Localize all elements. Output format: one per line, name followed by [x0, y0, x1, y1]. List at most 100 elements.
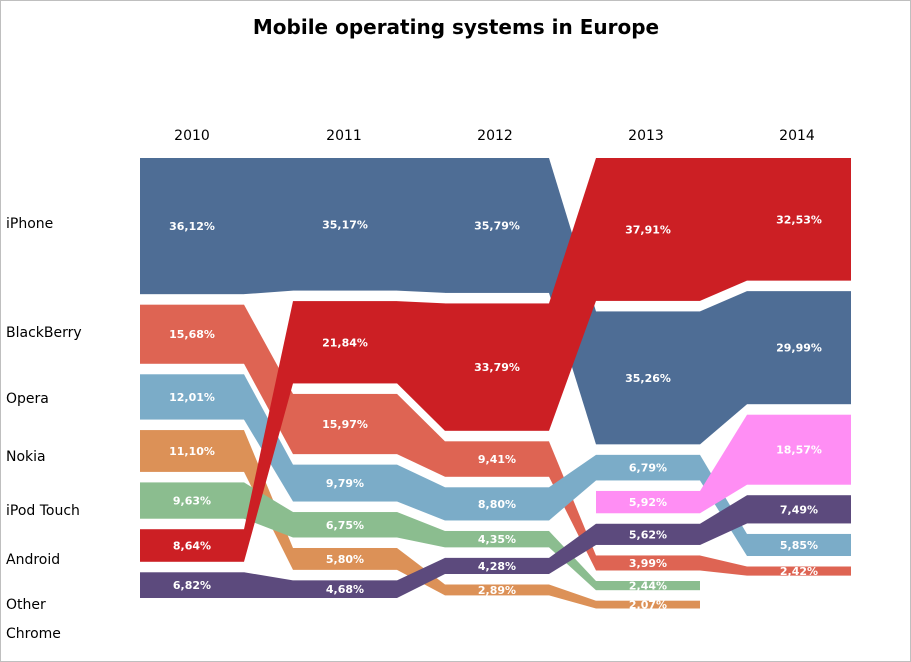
- block-nokia-2012: [445, 584, 549, 596]
- block-other-2013: [596, 523, 700, 545]
- ribbon-other-2012-2013: [549, 523, 596, 575]
- block-iphone-2014: [747, 291, 851, 405]
- ribbon-other-2013-2014: [700, 495, 747, 545]
- value-label-other-2012: 4,28%: [478, 560, 516, 573]
- value-label-nokia-2013: 2,07%: [629, 599, 667, 612]
- block-opera-2013: [596, 454, 700, 481]
- block-chrome-2013: [596, 490, 700, 514]
- chart-title: Mobile operating systems in Europe: [253, 15, 659, 39]
- row-label-other: Other: [6, 597, 46, 613]
- ribbon-ipod-touch-2012-2013: [549, 530, 596, 591]
- value-label-android-2011: 21,84%: [322, 336, 368, 349]
- ribbon-android-2010-2011: [244, 301, 293, 562]
- value-label-android-2010: 8,64%: [173, 540, 211, 553]
- block-other-2010: [140, 572, 244, 598]
- value-label-android-2012: 33,79%: [474, 361, 520, 374]
- value-label-ipod-touch-2013: 2,44%: [629, 580, 667, 593]
- value-label-chrome-2014: 18,57%: [776, 444, 822, 457]
- row-label-iphone: iPhone: [6, 216, 53, 232]
- row-label-ipod-touch: iPod Touch: [6, 503, 80, 519]
- value-label-iphone-2011: 35,17%: [322, 218, 368, 231]
- block-layer: [140, 158, 851, 609]
- ribbon-iphone-2011-2012: [397, 158, 445, 293]
- year-label-2012: 2012: [477, 128, 513, 144]
- block-other-2014: [747, 495, 851, 524]
- ribbon-android-2013-2014: [700, 158, 747, 301]
- block-other-2011: [293, 580, 397, 598]
- value-label-ipod-touch-2011: 6,75%: [326, 519, 364, 532]
- value-label-opera-2012: 8,80%: [478, 498, 516, 511]
- ribbon-layer: [244, 158, 747, 609]
- year-label-2011: 2011: [326, 128, 362, 144]
- block-blackberry-2013: [596, 555, 700, 571]
- value-label-opera-2014: 5,85%: [780, 539, 818, 552]
- value-label-android-2013: 37,91%: [625, 223, 671, 236]
- block-iphone-2013: [596, 311, 700, 445]
- row-label-nokia: Nokia: [6, 449, 46, 465]
- value-label-chrome-2013: 5,92%: [629, 496, 667, 509]
- value-label-blackberry-2010: 15,68%: [169, 328, 215, 341]
- row-label-chrome: Chrome: [6, 626, 61, 642]
- value-label-iphone-2013: 35,26%: [625, 372, 671, 385]
- block-opera-2012: [445, 487, 549, 521]
- ribbon-ipod-touch-2011-2012: [397, 512, 445, 548]
- block-ipod-touch-2012: [445, 530, 549, 548]
- block-chrome-2014: [747, 414, 851, 485]
- ribbon-blackberry-2011-2012: [397, 393, 445, 477]
- year-label-2014: 2014: [779, 128, 815, 144]
- block-android-2013: [596, 158, 700, 301]
- value-label-blackberry-2011: 15,97%: [322, 418, 368, 431]
- ribbon-iphone-2010-2011: [244, 158, 293, 295]
- row-label-opera: Opera: [6, 391, 49, 407]
- value-label-blackberry-2014: 2,42%: [780, 565, 818, 578]
- ribbon-android-2012-2013: [549, 158, 596, 431]
- value-label-ipod-touch-2012: 4,35%: [478, 533, 516, 546]
- ribbon-opera-2011-2012: [397, 464, 445, 521]
- block-iphone-2010: [140, 158, 244, 295]
- value-label-other-2011: 4,68%: [326, 583, 364, 596]
- ribbon-android-2011-2012: [397, 301, 445, 431]
- block-ipod-touch-2013: [596, 580, 700, 591]
- block-ipod-touch-2011: [293, 512, 397, 538]
- ribbon-blackberry-2013-2014: [700, 555, 747, 576]
- block-android-2014: [747, 158, 851, 281]
- block-iphone-2012: [445, 158, 549, 293]
- value-label-other-2014: 7,49%: [780, 503, 818, 516]
- block-opera-2010: [140, 374, 244, 420]
- block-android-2010: [140, 529, 244, 562]
- ribbon-iphone-2013-2014: [700, 291, 747, 445]
- value-label-other-2013: 5,62%: [629, 528, 667, 541]
- value-label-opera-2013: 6,79%: [629, 462, 667, 475]
- block-opera-2011: [293, 464, 397, 502]
- year-label-2010: 2010: [174, 128, 210, 144]
- block-iphone-2011: [293, 158, 397, 291]
- block-blackberry-2012: [445, 441, 549, 477]
- block-opera-2014: [747, 533, 851, 557]
- block-blackberry-2014: [747, 566, 851, 576]
- row-label-blackberry: BlackBerry: [6, 325, 82, 341]
- value-label-blackberry-2013: 3,99%: [629, 557, 667, 570]
- block-blackberry-2010: [140, 304, 244, 364]
- block-ipod-touch-2010: [140, 482, 244, 519]
- block-nokia-2013: [596, 600, 700, 609]
- block-other-2012: [445, 557, 549, 575]
- ribbon-chrome-2013-2014: [700, 414, 747, 514]
- block-nokia-2010: [140, 430, 244, 472]
- value-label-layer: 36,12% 35,17% 35,79% 35,26% 29,99% 15,68% 15,9…: [169, 213, 822, 611]
- value-label-other-2010: 6,82%: [173, 579, 211, 592]
- block-nokia-2011: [293, 547, 397, 570]
- ribbon-opera-2012-2013: [549, 454, 596, 521]
- value-label-iphone-2012: 35,79%: [474, 219, 520, 232]
- value-label-iphone-2014: 29,99%: [776, 342, 822, 355]
- ribbon-other-2010-2011: [244, 572, 293, 598]
- block-android-2012: [445, 303, 549, 431]
- block-android-2011: [293, 301, 397, 384]
- value-label-blackberry-2012: 9,41%: [478, 453, 516, 466]
- ribbon-nokia-2012-2013: [549, 584, 596, 609]
- year-label-2013: 2013: [628, 128, 664, 144]
- row-label-android: Android: [6, 552, 60, 568]
- block-blackberry-2011: [293, 393, 397, 455]
- value-label-android-2014: 32,53%: [776, 213, 822, 226]
